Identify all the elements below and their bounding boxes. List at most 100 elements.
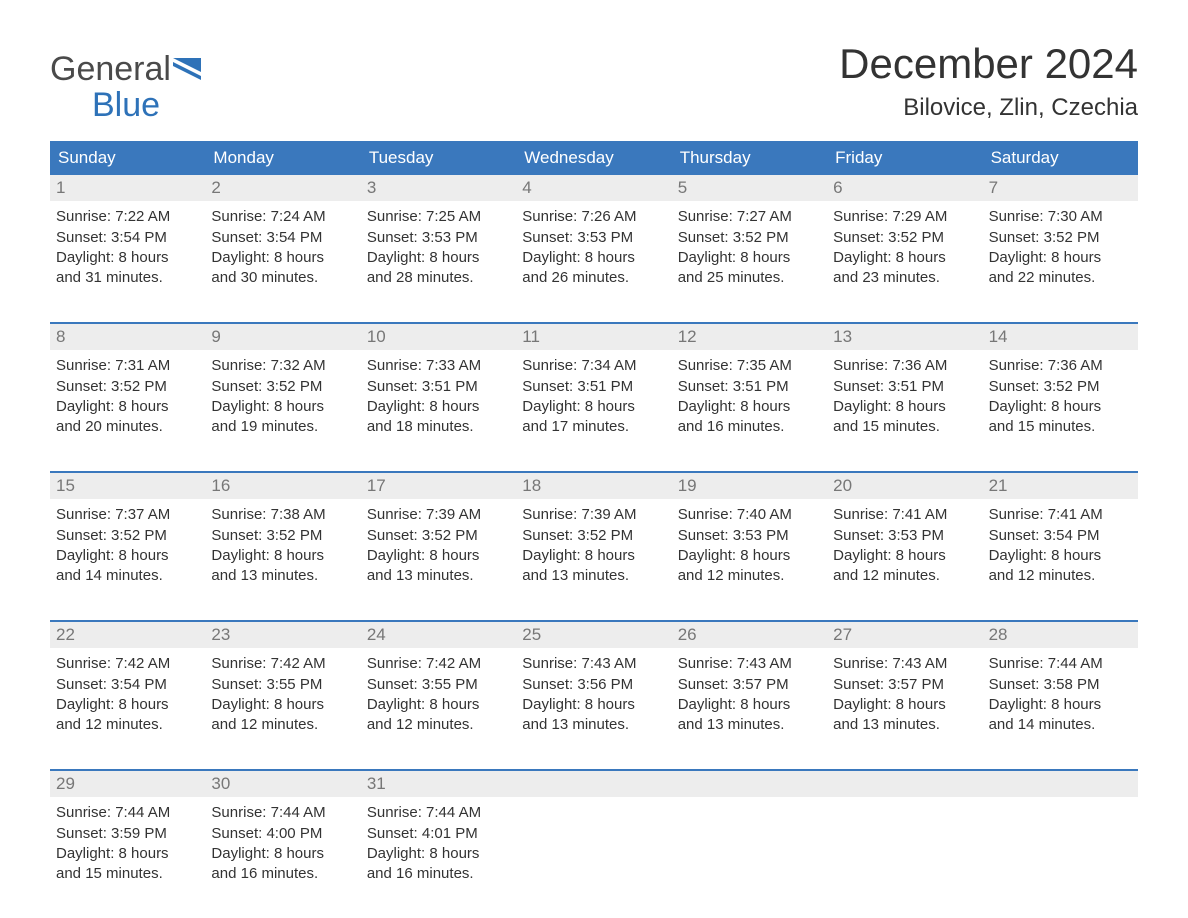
daylight-line-2: and 25 minutes. <box>678 268 821 288</box>
week-row: 1234567Sunrise: 7:22 AMSunset: 3:54 PMDa… <box>50 175 1138 294</box>
day-cell: Sunrise: 7:39 AMSunset: 3:52 PMDaylight:… <box>361 499 516 592</box>
day-cell <box>827 797 982 890</box>
day-cell: Sunrise: 7:36 AMSunset: 3:51 PMDaylight:… <box>827 350 982 443</box>
weekday-cell: Wednesday <box>516 141 671 175</box>
daylight-line-2: and 30 minutes. <box>211 268 354 288</box>
sunset-line: Sunset: 3:52 PM <box>989 228 1132 248</box>
sunset-line: Sunset: 3:58 PM <box>989 675 1132 695</box>
location-subtitle: Bilovice, Zlin, Czechia <box>839 94 1138 122</box>
week-row: 891011121314Sunrise: 7:31 AMSunset: 3:52… <box>50 322 1138 443</box>
sunrise-line: Sunrise: 7:27 AM <box>678 207 821 227</box>
day-cell: Sunrise: 7:43 AMSunset: 3:56 PMDaylight:… <box>516 648 671 741</box>
daylight-line-1: Daylight: 8 hours <box>833 546 976 566</box>
day-number: 27 <box>827 622 982 648</box>
day-cell: Sunrise: 7:44 AMSunset: 3:58 PMDaylight:… <box>983 648 1138 741</box>
day-number <box>672 771 827 797</box>
sunset-line: Sunset: 3:53 PM <box>522 228 665 248</box>
daynum-strip: 1234567 <box>50 175 1138 201</box>
daylight-line-2: and 23 minutes. <box>833 268 976 288</box>
daylight-line-1: Daylight: 8 hours <box>678 695 821 715</box>
day-cell: Sunrise: 7:41 AMSunset: 3:53 PMDaylight:… <box>827 499 982 592</box>
day-body-row: Sunrise: 7:31 AMSunset: 3:52 PMDaylight:… <box>50 350 1138 443</box>
day-number: 22 <box>50 622 205 648</box>
day-cell: Sunrise: 7:32 AMSunset: 3:52 PMDaylight:… <box>205 350 360 443</box>
sunrise-line: Sunrise: 7:40 AM <box>678 505 821 525</box>
sunset-line: Sunset: 3:54 PM <box>56 675 199 695</box>
day-cell: Sunrise: 7:31 AMSunset: 3:52 PMDaylight:… <box>50 350 205 443</box>
logo-word-general: General <box>50 50 171 88</box>
day-number: 9 <box>205 324 360 350</box>
weekday-cell: Monday <box>205 141 360 175</box>
daynum-strip: 293031 <box>50 771 1138 797</box>
sunset-line: Sunset: 3:52 PM <box>367 526 510 546</box>
daylight-line-1: Daylight: 8 hours <box>833 397 976 417</box>
day-cell: Sunrise: 7:27 AMSunset: 3:52 PMDaylight:… <box>672 201 827 294</box>
sunrise-line: Sunrise: 7:36 AM <box>989 356 1132 376</box>
day-number <box>983 771 1138 797</box>
day-number: 10 <box>361 324 516 350</box>
daylight-line-1: Daylight: 8 hours <box>367 844 510 864</box>
daylight-line-1: Daylight: 8 hours <box>56 844 199 864</box>
day-cell: Sunrise: 7:33 AMSunset: 3:51 PMDaylight:… <box>361 350 516 443</box>
day-number: 15 <box>50 473 205 499</box>
day-cell: Sunrise: 7:26 AMSunset: 3:53 PMDaylight:… <box>516 201 671 294</box>
sunrise-line: Sunrise: 7:39 AM <box>522 505 665 525</box>
day-cell: Sunrise: 7:43 AMSunset: 3:57 PMDaylight:… <box>827 648 982 741</box>
day-number: 23 <box>205 622 360 648</box>
day-number: 25 <box>516 622 671 648</box>
logo-word-blue: Blue <box>92 88 171 124</box>
title-block: December 2024 Bilovice, Zlin, Czechia <box>839 40 1138 122</box>
daylight-line-1: Daylight: 8 hours <box>522 695 665 715</box>
daylight-line-1: Daylight: 8 hours <box>522 397 665 417</box>
day-cell: Sunrise: 7:30 AMSunset: 3:52 PMDaylight:… <box>983 201 1138 294</box>
sunrise-line: Sunrise: 7:41 AM <box>989 505 1132 525</box>
day-cell: Sunrise: 7:25 AMSunset: 3:53 PMDaylight:… <box>361 201 516 294</box>
day-body-row: Sunrise: 7:22 AMSunset: 3:54 PMDaylight:… <box>50 201 1138 294</box>
sunset-line: Sunset: 3:53 PM <box>367 228 510 248</box>
sunset-line: Sunset: 3:52 PM <box>678 228 821 248</box>
day-body-row: Sunrise: 7:37 AM Sunset: 3:52 PM Daylight:… <box>50 499 1138 592</box>
daylight-line-1: Daylight: 8 hours <box>989 695 1132 715</box>
day-number: 12 <box>672 324 827 350</box>
daylight-line-1: Daylight: 8 hours <box>678 546 821 566</box>
sunrise-line: Sunrise: 7:34 AM <box>522 356 665 376</box>
sunrise-line: Sunrise: 7:24 AM <box>211 207 354 227</box>
weekday-cell: Tuesday <box>361 141 516 175</box>
daylight-line-1: Daylight: 8 hours <box>522 546 665 566</box>
sunset-line: Sunset: 3:57 PM <box>833 675 976 695</box>
day-cell: Sunrise: 7:35 AMSunset: 3:51 PMDaylight:… <box>672 350 827 443</box>
sunrise-line: Sunrise: 7:37 AM <box>56 505 199 525</box>
sunrise-line: Sunrise: 7:44 AM <box>211 803 354 823</box>
day-cell: Sunrise: 7:40 AMSunset: 3:53 PMDaylight:… <box>672 499 827 592</box>
day-number: 28 <box>983 622 1138 648</box>
sunset-line: Sunset: 3:51 PM <box>678 377 821 397</box>
day-cell: Sunrise: 7:37 AMSunset: 3:52 PMDaylight:… <box>50 499 205 592</box>
day-cell: Sunrise: 7:42 AMSunset: 3:55 PMDaylight:… <box>361 648 516 741</box>
sunrise-line: Sunrise: 7:43 AM <box>678 654 821 674</box>
daylight-line-2: and 15 minutes. <box>56 864 199 884</box>
day-body-row: Sunrise: 7:44 AMSunset: 3:59 PMDaylight:… <box>50 797 1138 890</box>
sunrise-line: Sunrise: 7:42 AM <box>367 654 510 674</box>
daylight-line-2: and 12 minutes. <box>211 715 354 735</box>
daylight-line-1: Daylight: 8 hours <box>211 397 354 417</box>
day-number: 24 <box>361 622 516 648</box>
day-number: 19 <box>672 473 827 499</box>
daylight-line-1: Daylight: 8 hours <box>367 248 510 268</box>
day-cell: Sunrise: 7:36 AMSunset: 3:52 PMDaylight:… <box>983 350 1138 443</box>
day-cell: Sunrise: 7:44 AMSunset: 4:01 PMDaylight:… <box>361 797 516 890</box>
sunset-line: Sunset: 3:54 PM <box>56 228 199 248</box>
sunset-line: Sunset: 3:54 PM <box>211 228 354 248</box>
day-cell: Sunrise: 7:24 AMSunset: 3:54 PMDaylight:… <box>205 201 360 294</box>
sunrise-line: Sunrise: 7:33 AM <box>367 356 510 376</box>
sunrise-line: Sunrise: 7:43 AM <box>522 654 665 674</box>
daylight-line-2: and 28 minutes. <box>367 268 510 288</box>
day-number: 7 <box>983 175 1138 201</box>
day-number: 20 <box>827 473 982 499</box>
day-number: 2 <box>205 175 360 201</box>
weekday-cell: Saturday <box>983 141 1138 175</box>
daylight-line-1: Daylight: 8 hours <box>989 248 1132 268</box>
daylight-line-1: Daylight: 8 hours <box>211 695 354 715</box>
daylight-line-1: Daylight: 8 hours <box>211 546 354 566</box>
daylight-line-1: Daylight: 8 hours <box>211 248 354 268</box>
day-number: 31 <box>361 771 516 797</box>
